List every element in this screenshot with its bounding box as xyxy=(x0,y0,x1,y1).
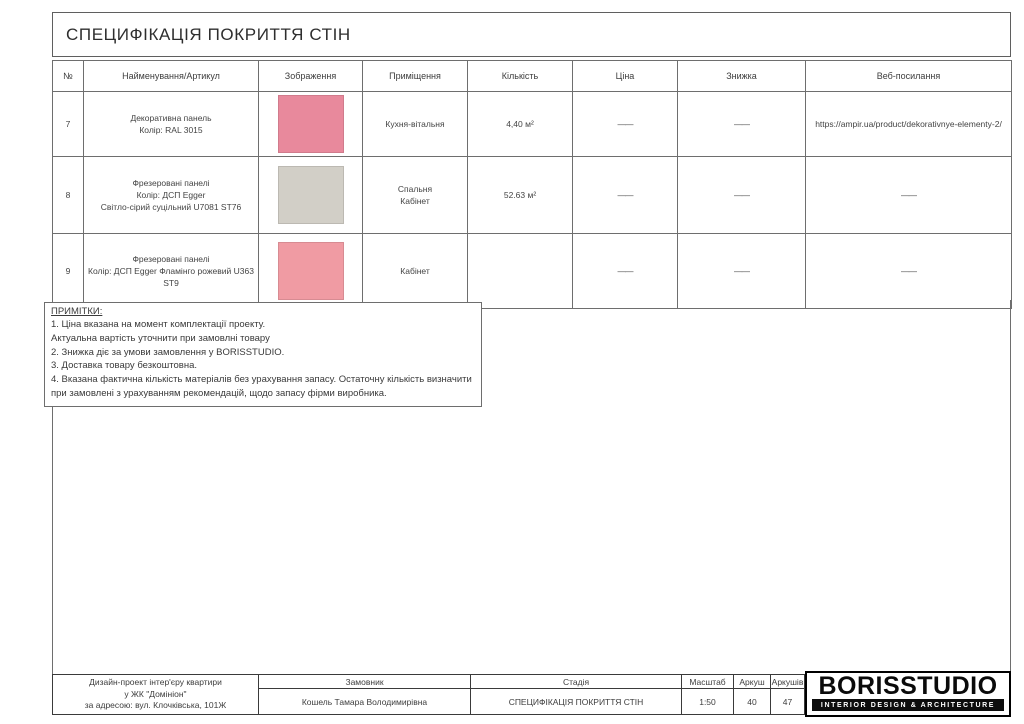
drawing-area xyxy=(52,300,1011,674)
client-name: Кошель Тамара Володимирівна xyxy=(301,696,428,707)
quantity-cell xyxy=(467,233,573,309)
header-price: Ціна xyxy=(572,60,678,92)
page-title: СПЕЦИФІКАЦІЯ ПОКРИТТЯ СТІН xyxy=(66,24,351,44)
row-number-cell: 7 xyxy=(52,91,84,157)
material-name-cell: Фрезеровані панелі Колір: ДСП Egger Світ… xyxy=(83,156,259,234)
row-number-cell: 9 xyxy=(52,233,84,309)
quantity-cell: 52.63 м² xyxy=(467,156,573,234)
room-cell: Спальня Кабінет xyxy=(362,156,468,234)
link-cell: —— xyxy=(805,233,1012,309)
logo-name: BORISSTUDIO xyxy=(818,672,998,700)
table-row: 8 Фрезеровані панелі Колір: ДСП Egger Св… xyxy=(52,156,1012,234)
sheet-number-label: Аркуш xyxy=(734,675,770,689)
stage-value: СПЕЦИФІКАЦІЯ ПОКРИТТЯ СТІН xyxy=(508,696,644,707)
notes-heading: ПРИМІТКИ: xyxy=(51,306,103,317)
header-weblink: Веб-посилання xyxy=(805,60,1012,92)
image-cell xyxy=(258,233,363,309)
header-quantity: Кількість xyxy=(467,60,573,92)
link-cell: —— xyxy=(805,156,1012,234)
table-row: 9 Фрезеровані панелі Колір: ДСП Egger Фл… xyxy=(52,233,1012,309)
table-header-row: № Найменування/Артикул Зображення Приміщ… xyxy=(52,60,1012,92)
price-cell: —— xyxy=(572,233,678,309)
spec-table: № Найменування/Артикул Зображення Приміщ… xyxy=(52,60,1012,309)
header-num: № xyxy=(52,60,84,92)
material-name-cell: Фрезеровані панелі Колір: ДСП Egger Флам… xyxy=(83,233,259,309)
notes-box: ПРИМІТКИ: 1. Ціна вказана на момент комп… xyxy=(44,302,482,407)
sheet-number-column: Аркуш 40 xyxy=(734,675,771,714)
project-info: Дизайн-проект інтер'єру квартири у ЖК "Д… xyxy=(53,675,259,714)
product-link[interactable]: https://ampir.ua/product/dekorativnye-el… xyxy=(805,91,1012,157)
sheets-total-column: Аркушів 47 xyxy=(771,675,804,714)
sheets-total-label: Аркушів xyxy=(771,675,804,689)
header-name-article: Найменування/Артикул xyxy=(83,60,259,92)
stage-column: Стадія СПЕЦИФІКАЦІЯ ПОКРИТТЯ СТІН xyxy=(471,675,682,714)
room-cell: Кухня-вітальня xyxy=(362,91,468,157)
borisstudio-logo: BORISSTUDIO INTERIOR DESIGN & ARCHITECTU… xyxy=(805,671,1011,717)
price-cell: —— xyxy=(572,91,678,157)
table-row: 7 Декоративна панель Колір: RAL 3015 Кух… xyxy=(52,91,1012,157)
scale-column: Масштаб 1:50 xyxy=(682,675,734,714)
image-cell xyxy=(258,156,363,234)
client-label: Замовник xyxy=(259,675,470,689)
row-number-cell: 8 xyxy=(52,156,84,234)
header-room: Приміщення xyxy=(362,60,468,92)
sheets-total-value: 47 xyxy=(782,696,793,707)
scale-label: Масштаб xyxy=(682,675,733,689)
quantity-cell: 4,40 м² xyxy=(467,91,573,157)
discount-cell: —— xyxy=(677,91,806,157)
logo-tagline: INTERIOR DESIGN & ARCHITECTURE xyxy=(812,699,1004,711)
sheet-title-block: СПЕЦИФІКАЦІЯ ПОКРИТТЯ СТІН xyxy=(52,12,1011,57)
client-column: Замовник Кошель Тамара Володимирівна xyxy=(259,675,471,714)
header-discount: Знижка xyxy=(677,60,806,92)
discount-cell: —— xyxy=(677,156,806,234)
header-image: Зображення xyxy=(258,60,363,92)
notes-text: 1. Ціна вказана на момент комплектації п… xyxy=(51,319,472,399)
material-swatch xyxy=(277,95,344,153)
price-cell: —— xyxy=(572,156,678,234)
scale-value: 1:50 xyxy=(699,696,716,707)
material-name-cell: Декоративна панель Колір: RAL 3015 xyxy=(83,91,259,157)
title-block-footer: Дизайн-проект інтер'єру квартири у ЖК "Д… xyxy=(52,674,805,715)
sheet-number-value: 40 xyxy=(747,696,757,707)
discount-cell: —— xyxy=(677,233,806,309)
material-swatch xyxy=(277,166,344,224)
stage-label: Стадія xyxy=(471,675,681,689)
image-cell xyxy=(258,91,363,157)
material-swatch xyxy=(277,242,344,300)
room-cell: Кабінет xyxy=(362,233,468,309)
